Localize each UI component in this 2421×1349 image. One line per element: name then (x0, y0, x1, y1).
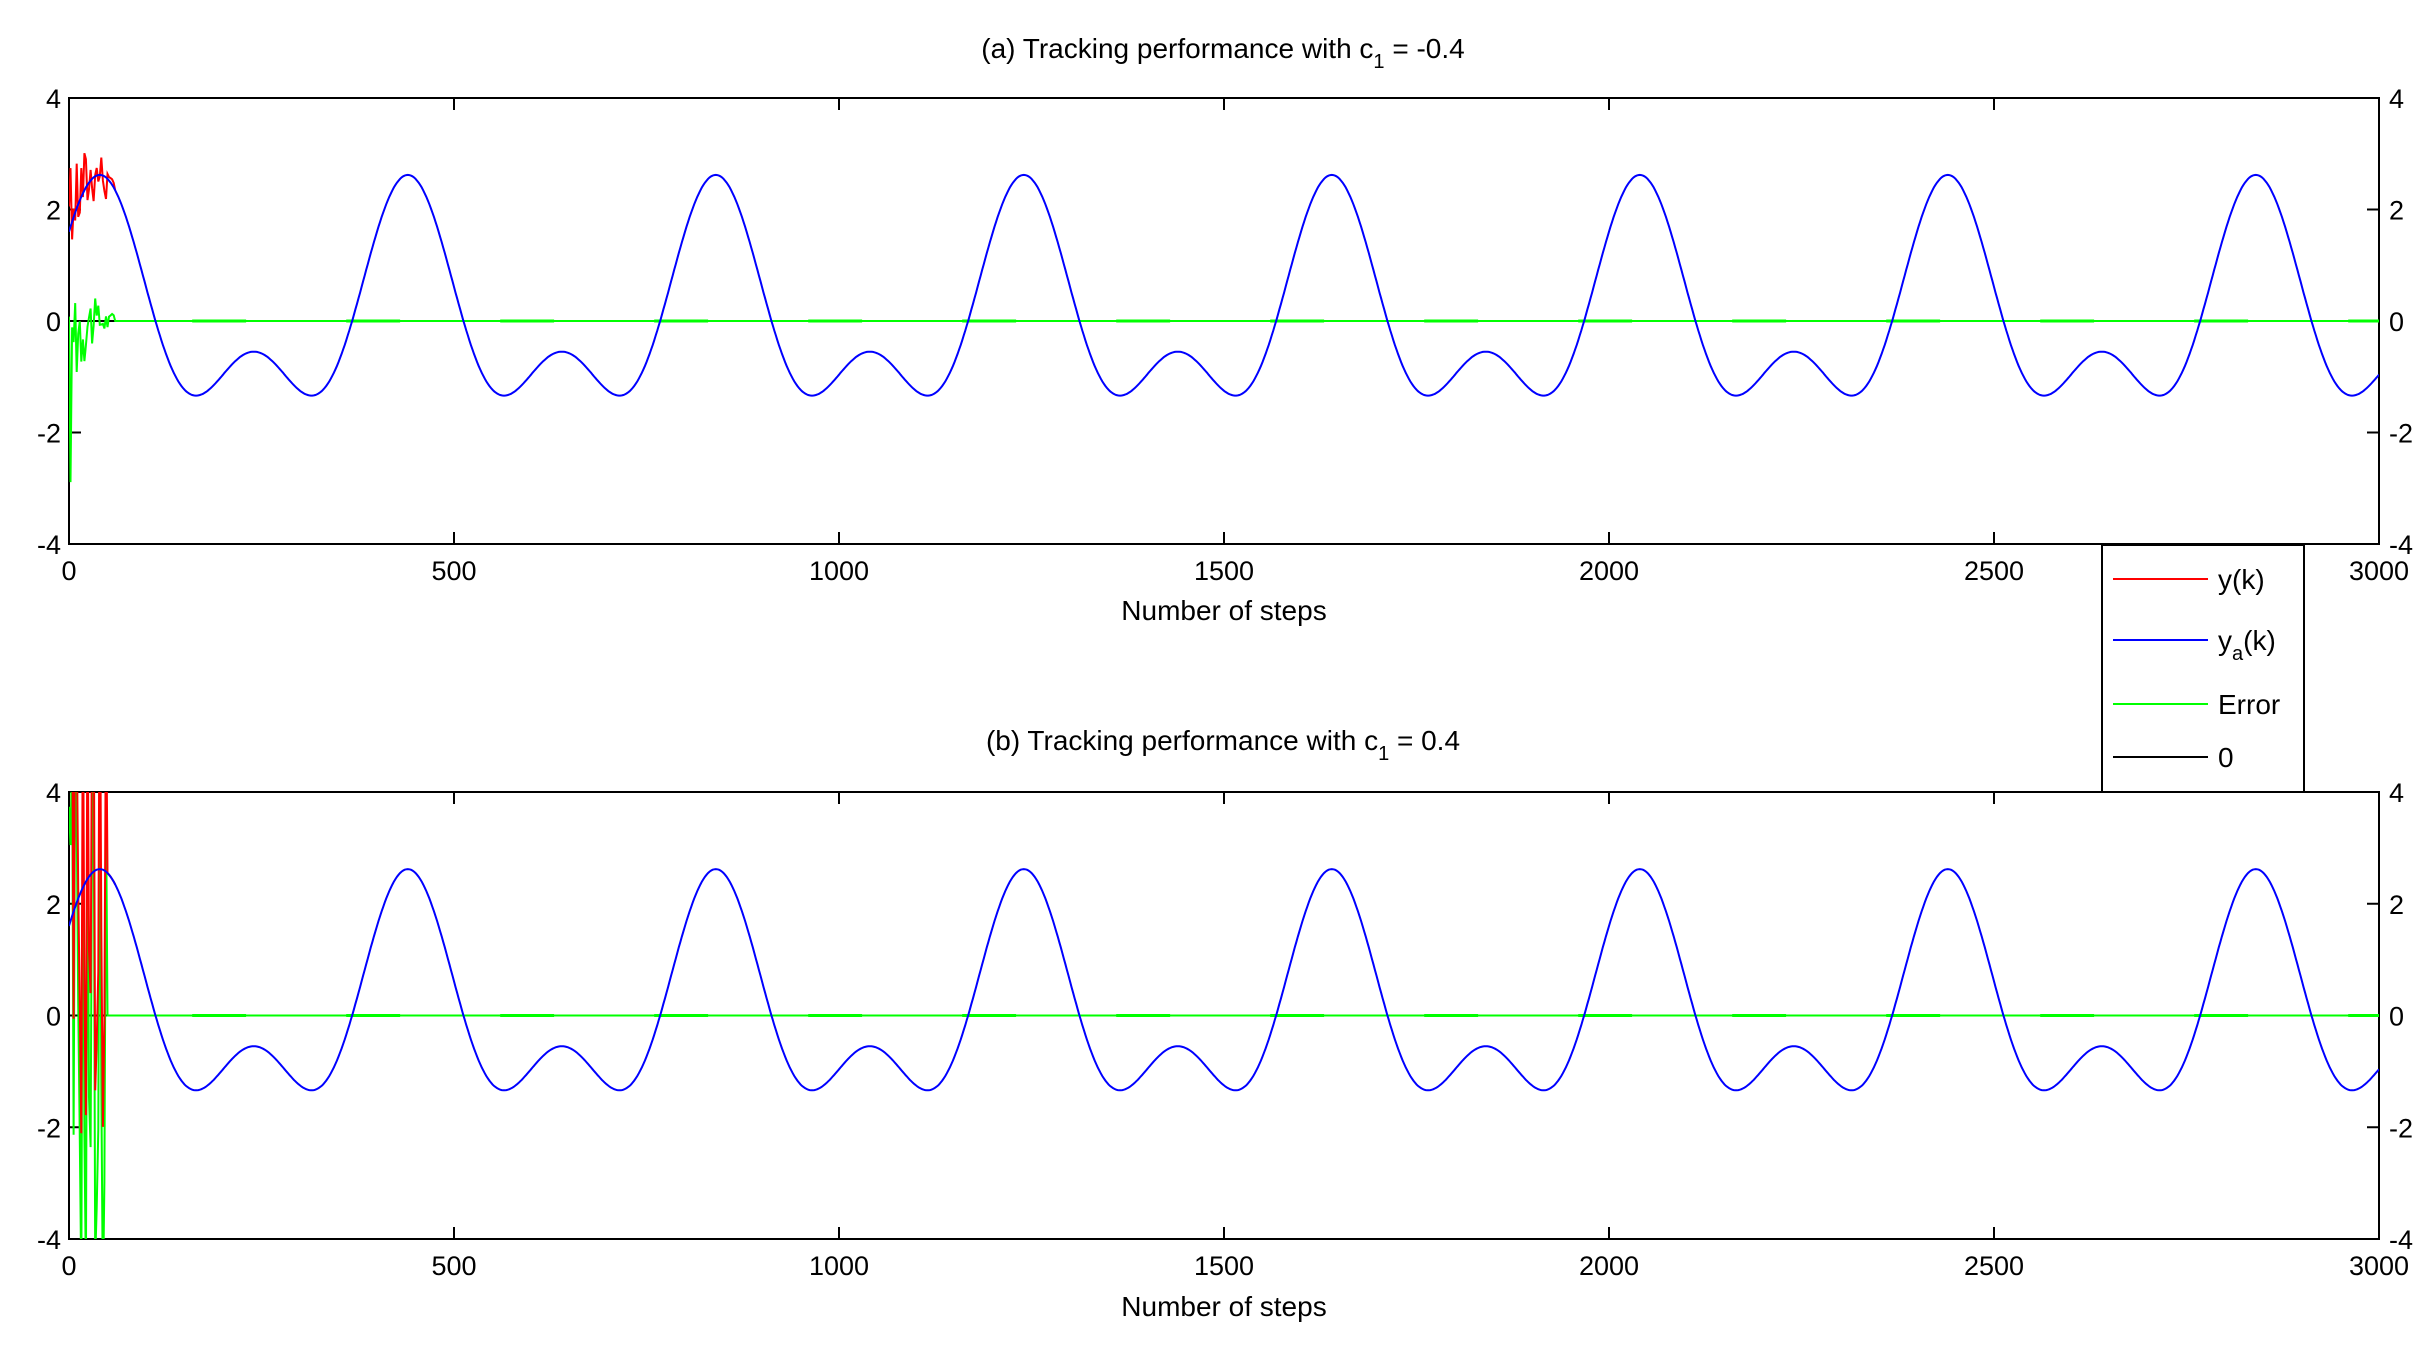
legend-label: ya(k) (2218, 625, 2276, 665)
legend: y(k) ya(k) Error 0 (2101, 544, 2305, 793)
plot-a: (a) Tracking performance with c1 = -0.4 … (37, 33, 2413, 626)
x-tick-label: 500 (431, 1251, 476, 1281)
y-tick-label: 4 (46, 778, 61, 808)
x-tick-label: 1500 (1194, 556, 1254, 586)
legend-label: 0 (2218, 742, 2234, 773)
plot-a-title: (a) Tracking performance with c1 = -0.4 (981, 33, 1464, 73)
x-tick-label: 0 (61, 556, 76, 586)
x-tick-label: 2500 (1964, 556, 2024, 586)
legend-box (2101, 544, 2305, 793)
y-tick-label-right: 0 (2389, 307, 2404, 337)
x-tick-label: 3000 (2349, 1251, 2409, 1281)
x-tick-label: 0 (61, 1251, 76, 1281)
y-tick-label-right: -4 (2389, 1225, 2413, 1255)
y-tick-label-right: 2 (2389, 890, 2404, 920)
x-tick-label: 1000 (809, 1251, 869, 1281)
plot-b-title: (b) Tracking performance with c1 = 0.4 (986, 725, 1460, 765)
plot-b-xlabel: Number of steps (1121, 1291, 1326, 1322)
legend-label: Error (2218, 689, 2280, 720)
y-tick-label: 0 (46, 1002, 61, 1032)
y-tick-label-right: -2 (2389, 1113, 2413, 1143)
y-tick-label: 2 (46, 890, 61, 920)
x-tick-label: 500 (431, 556, 476, 586)
legend-label: y(k) (2218, 564, 2265, 595)
x-tick-label: 2000 (1579, 1251, 1639, 1281)
plot-b: (b) Tracking performance with c1 = 0.4 0… (37, 725, 2413, 1322)
y-tick-label: -4 (37, 530, 61, 560)
series-error (69, 792, 2379, 1239)
y-tick-label: 4 (46, 84, 61, 114)
x-tick-label: 2500 (1964, 1251, 2024, 1281)
x-tick-label: 3000 (2349, 556, 2409, 586)
y-tick-label-right: 0 (2389, 1002, 2404, 1032)
x-tick-label: 1500 (1194, 1251, 1254, 1281)
series-ya (69, 868, 2379, 1092)
y-tick-label-right: -4 (2389, 530, 2413, 560)
y-tick-label: 0 (46, 307, 61, 337)
y-tick-label-right: -2 (2389, 419, 2413, 449)
y-tick-label: -4 (37, 1225, 61, 1255)
series-ya (69, 173, 2379, 397)
y-tick-label: -2 (37, 1113, 61, 1143)
series-error (69, 298, 2379, 483)
x-tick-label: 2000 (1579, 556, 1639, 586)
y-tick-label: 2 (46, 196, 61, 226)
y-tick-label-right: 4 (2389, 778, 2404, 808)
y-tick-label: -2 (37, 419, 61, 449)
y-tick-label-right: 4 (2389, 84, 2404, 114)
y-tick-label-right: 2 (2389, 196, 2404, 226)
series-y (69, 152, 117, 240)
plot-a-xlabel: Number of steps (1121, 595, 1326, 626)
x-tick-label: 1000 (809, 556, 869, 586)
